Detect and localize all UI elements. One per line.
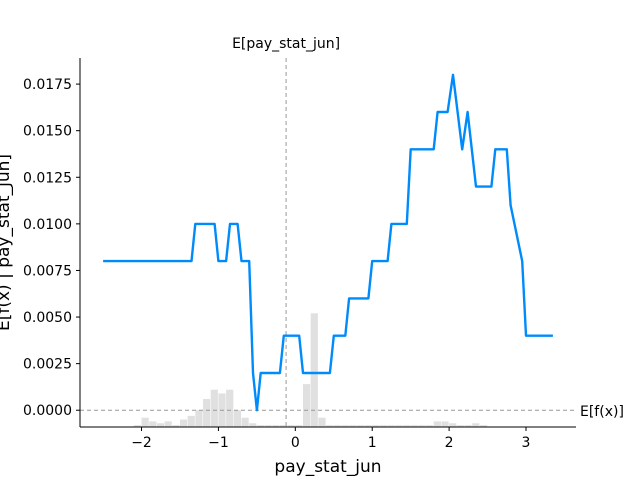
y-tick-label: 0.0100	[23, 217, 72, 233]
histogram-bar	[433, 421, 441, 427]
dependence-line	[103, 73, 553, 412]
histogram-bar	[156, 423, 165, 427]
x-tick-label: −1	[208, 435, 229, 451]
histogram-bar	[233, 410, 241, 427]
histogram-bar	[402, 425, 411, 427]
dependence-line-layer	[103, 73, 553, 412]
histogram-bar	[149, 421, 157, 427]
x-tick-label: 3	[522, 435, 531, 451]
feature-histogram	[133, 313, 488, 427]
histogram-bar	[479, 425, 488, 427]
x-axis-label: pay_stat_jun	[274, 457, 381, 477]
y-tick-label: 0.0050	[23, 310, 72, 326]
y-tick-label: 0.0025	[23, 357, 72, 373]
histogram-bar	[456, 425, 464, 427]
expected-feature-annotation: E[pay_stat_jun]	[232, 36, 340, 52]
histogram-bar	[295, 425, 303, 427]
histogram-bar	[441, 421, 449, 427]
y-tick-label: 0.0125	[23, 170, 72, 186]
histogram-bar	[226, 389, 234, 427]
histogram-bar	[241, 417, 249, 427]
histogram-bar	[133, 425, 142, 427]
y-tick-label: 0.0150	[23, 124, 72, 140]
histogram-bar	[426, 425, 434, 427]
histogram-bar	[318, 417, 326, 427]
histogram-bar	[449, 423, 457, 427]
histogram-bar	[287, 425, 295, 427]
histogram-bar	[395, 425, 403, 427]
histogram-bar	[195, 410, 203, 427]
histogram-bar	[272, 425, 280, 427]
histogram-bar	[179, 419, 188, 427]
axes: −2 −1 0 1 2 3 0.0000 0.0025 0.0050 0.0075 0.0100 0.…	[23, 58, 576, 451]
histogram-bar	[387, 425, 395, 427]
histogram-bar	[256, 425, 265, 427]
histogram-bar	[310, 313, 318, 427]
histogram-bar	[303, 384, 311, 427]
x-tick-label: 0	[291, 435, 300, 451]
histogram-bar	[418, 425, 426, 427]
y-tick-label: 0.0000	[23, 403, 72, 419]
histogram-bar	[379, 425, 388, 427]
histogram-bar	[210, 389, 218, 427]
histogram-bar	[372, 425, 380, 427]
histogram-bar	[464, 425, 472, 427]
histogram-bar	[203, 399, 211, 427]
histogram-bar	[164, 421, 172, 427]
histogram-bar	[410, 425, 418, 427]
histogram-bar	[472, 423, 480, 427]
x-tick-label: 2	[445, 435, 454, 451]
histogram-bar	[187, 415, 195, 427]
histogram-bar	[333, 425, 341, 427]
expected-output-annotation: E[f(x)]	[580, 404, 624, 420]
x-tick-label: −2	[131, 435, 152, 451]
histogram-bar	[326, 425, 334, 427]
x-tick-label: 1	[368, 435, 377, 451]
histogram-bar	[141, 417, 149, 427]
histogram-bar	[249, 423, 257, 427]
y-tick-label: 0.0175	[23, 77, 72, 93]
histogram-bar	[349, 425, 357, 427]
y-tick-label: 0.0075	[23, 263, 72, 279]
histogram-bar	[356, 425, 365, 427]
histogram-bar	[341, 425, 349, 427]
histogram-bar	[279, 425, 288, 427]
histogram-bar	[172, 425, 180, 427]
reference-lines	[80, 58, 576, 427]
histogram-bar	[364, 425, 372, 427]
y-axis-label: E[f(x) | pay_stat_jun]	[0, 154, 14, 331]
histogram-bar	[264, 425, 272, 427]
